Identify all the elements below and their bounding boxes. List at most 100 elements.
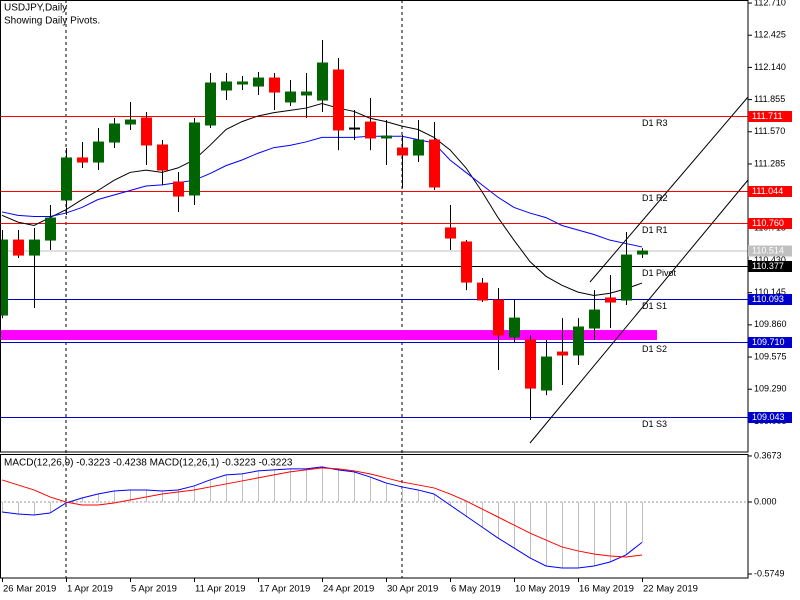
x-tick-label: 1 Apr 2019 [67,584,113,595]
y-tick-label: 109.290 [754,384,787,394]
candle-body [605,297,616,303]
candle-body [0,239,8,316]
plot-layer [0,39,748,569]
trend-channel-line [589,96,749,283]
y-tick-label: 112.710 [754,0,786,7]
pivot-price-label: 110.760 [752,218,784,228]
macd-title: MACD(12,26,9) -0.3223 -0.4238 MACD(12,26… [4,458,293,469]
candle-body [189,122,200,196]
x-tick-label: 17 Apr 2019 [259,584,310,595]
candle-body [477,282,488,301]
candle-body [589,309,600,329]
pivot-price-box [748,412,792,423]
x-tick-label: 22 May 2019 [643,584,698,595]
candle-body [141,117,152,146]
candle-body [317,62,328,101]
pivot-price-box [748,337,792,348]
chart-subtitle: Showing Daily Pivots. [4,16,100,27]
candle-body [77,157,88,163]
x-tick-label: 11 Apr 2019 [195,584,246,595]
pivot-label: D1 Pivot [642,268,677,278]
pivot-label: D1 R3 [642,118,668,128]
y-tick-label: 112.140 [754,62,786,72]
candle-body [525,339,536,389]
y-tick-label: 109.860 [754,319,787,329]
y-tick-label: 110.145 [754,287,786,297]
pivot-label: D1 R1 [642,225,668,235]
candle-body [301,91,312,96]
y-tick-label: 111.285 [754,158,785,168]
candle-body [413,139,424,156]
candle-body [557,351,568,356]
candle-body [573,326,584,356]
pivot-price-label: 110.093 [752,294,784,304]
candle-body [349,127,360,130]
candle-body [237,81,248,85]
trend-channel-line [529,179,749,444]
pivot-price-label: 109.043 [752,412,785,422]
candle-body [637,250,648,255]
candle-body [541,356,552,391]
y-tick-label: 112.425 [754,30,786,40]
y-tick-label: 109.575 [754,351,787,361]
x-tick-label: 26 Mar 2019 [3,584,56,595]
pivot-price-label: 110.377 [752,261,784,271]
candle-body [125,119,136,125]
candle-body [493,299,504,336]
pivot-price-box [748,218,792,229]
candle-body [397,147,408,156]
y-tick-label: 110.430 [754,255,786,265]
pivot-price-box [748,294,792,305]
x-tick-label: 30 Apr 2019 [387,584,438,595]
candle-body [13,239,24,256]
candle-body [365,121,376,139]
candle-body [221,81,232,91]
y-tick-label: 111.855 [754,94,785,104]
y-tick-label: 0.3673 [754,450,782,460]
candle-body [253,77,264,87]
candle-body [109,123,120,143]
candle-body [205,82,216,126]
y-tick-label: 111.570 [754,126,785,136]
pivot-price-box [748,261,792,272]
candle-body [45,217,56,241]
candle-body [285,91,296,103]
candle-body [173,181,184,197]
pivot-price-label: 111.044 [752,186,783,196]
candle-body [157,144,168,171]
pivot-label: D1 S3 [642,419,667,429]
x-tick-label: 16 May 2019 [579,584,634,595]
candle-body [333,69,344,131]
x-tick-label: 10 May 2019 [515,584,570,595]
last-price-box [748,245,792,257]
pivot-price-box [748,111,792,122]
zone [0,330,657,340]
candle-body [61,157,72,201]
y-tick-label: 0.000 [754,496,777,506]
pivot-price-label: 111.711 [752,111,783,121]
candle-body [29,239,40,256]
x-tick-label: 6 May 2019 [451,584,501,595]
y-tick-label: -0.5749 [754,568,785,578]
pivot-label: D1 S1 [642,301,667,311]
candle-body [461,241,472,283]
last-price-label: 110.514 [752,245,784,255]
x-tick-label: 24 Apr 2019 [323,584,374,595]
macd-line [1,466,643,569]
candle-body [621,254,632,301]
candle-body [509,317,520,338]
macd-panel-frame [0,454,749,579]
pivot-label: D1 S2 [642,344,667,354]
moving-average-line [1,135,643,248]
x-tick-label: 5 Apr 2019 [131,584,177,595]
candle-body [93,141,104,163]
pivot-price-box [748,186,792,197]
candle-body [445,227,456,239]
candle-body [381,135,392,139]
candle-body [269,77,280,93]
macd-line [1,467,643,558]
candle-body [429,139,440,188]
chart-title: USDJPY,Daily [4,3,67,14]
pivot-label: D1 R2 [642,193,668,203]
